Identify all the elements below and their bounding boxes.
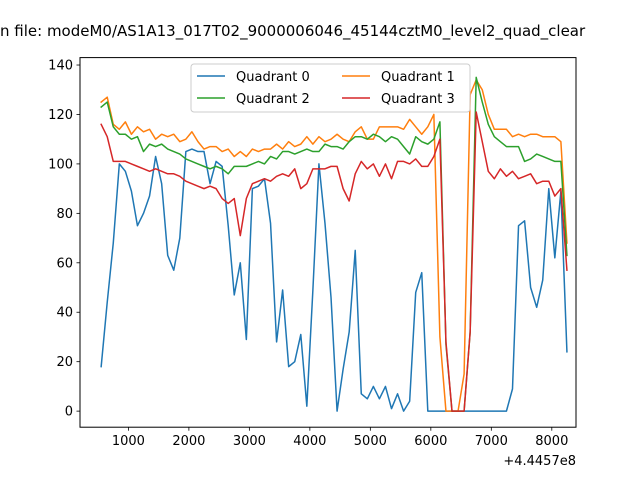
y-axis: 0 20 40 60 80 100 120 140	[48, 59, 80, 420]
legend-label-quadrant-1: Quadrant 1	[381, 70, 455, 85]
legend: Quadrant 0 Quadrant 1 Quadrant 2 Quadrant 3	[190, 63, 471, 113]
y-tick-label: 20	[56, 355, 73, 370]
series-line-quadrant-2	[100, 76, 568, 412]
legend-label-quadrant-0: Quadrant 0	[236, 70, 310, 85]
plot-lines	[100, 76, 568, 412]
x-tick-label: 7000	[475, 434, 508, 449]
x-tick-label: 2000	[172, 434, 205, 449]
x-tick-label: 5000	[354, 434, 387, 449]
y-tick-label: 100	[48, 157, 73, 172]
y-tick-label: 40	[56, 306, 73, 321]
x-axis: 1000 2000 3000 4000 5000 6000 7000 8000	[112, 427, 568, 449]
chart-title: n file: modeM0/AS1A13_017T02_9000006046_…	[0, 22, 586, 41]
x-tick-label: 6000	[414, 434, 447, 449]
series-line-quadrant-0	[100, 148, 568, 412]
x-tick-label: 3000	[233, 434, 266, 449]
x-tick-label: 8000	[535, 434, 568, 449]
y-tick-label: 60	[56, 256, 73, 271]
series-line-quadrant-1	[100, 79, 568, 412]
x-tick-label: 4000	[293, 434, 326, 449]
plot-frame	[79, 57, 577, 428]
y-tick-label: 80	[56, 207, 73, 222]
legend-label-quadrant-2: Quadrant 2	[236, 92, 310, 107]
x-axis-offset-label: +4.4457e8	[503, 454, 576, 469]
legend-label-quadrant-3: Quadrant 3	[381, 92, 455, 107]
y-tick-label: 140	[48, 59, 73, 74]
y-tick-label: 120	[48, 108, 73, 123]
y-tick-label: 0	[65, 405, 73, 420]
legend-box	[190, 63, 471, 113]
x-tick-label: 1000	[112, 434, 145, 449]
series-line-quadrant-3	[100, 111, 568, 412]
